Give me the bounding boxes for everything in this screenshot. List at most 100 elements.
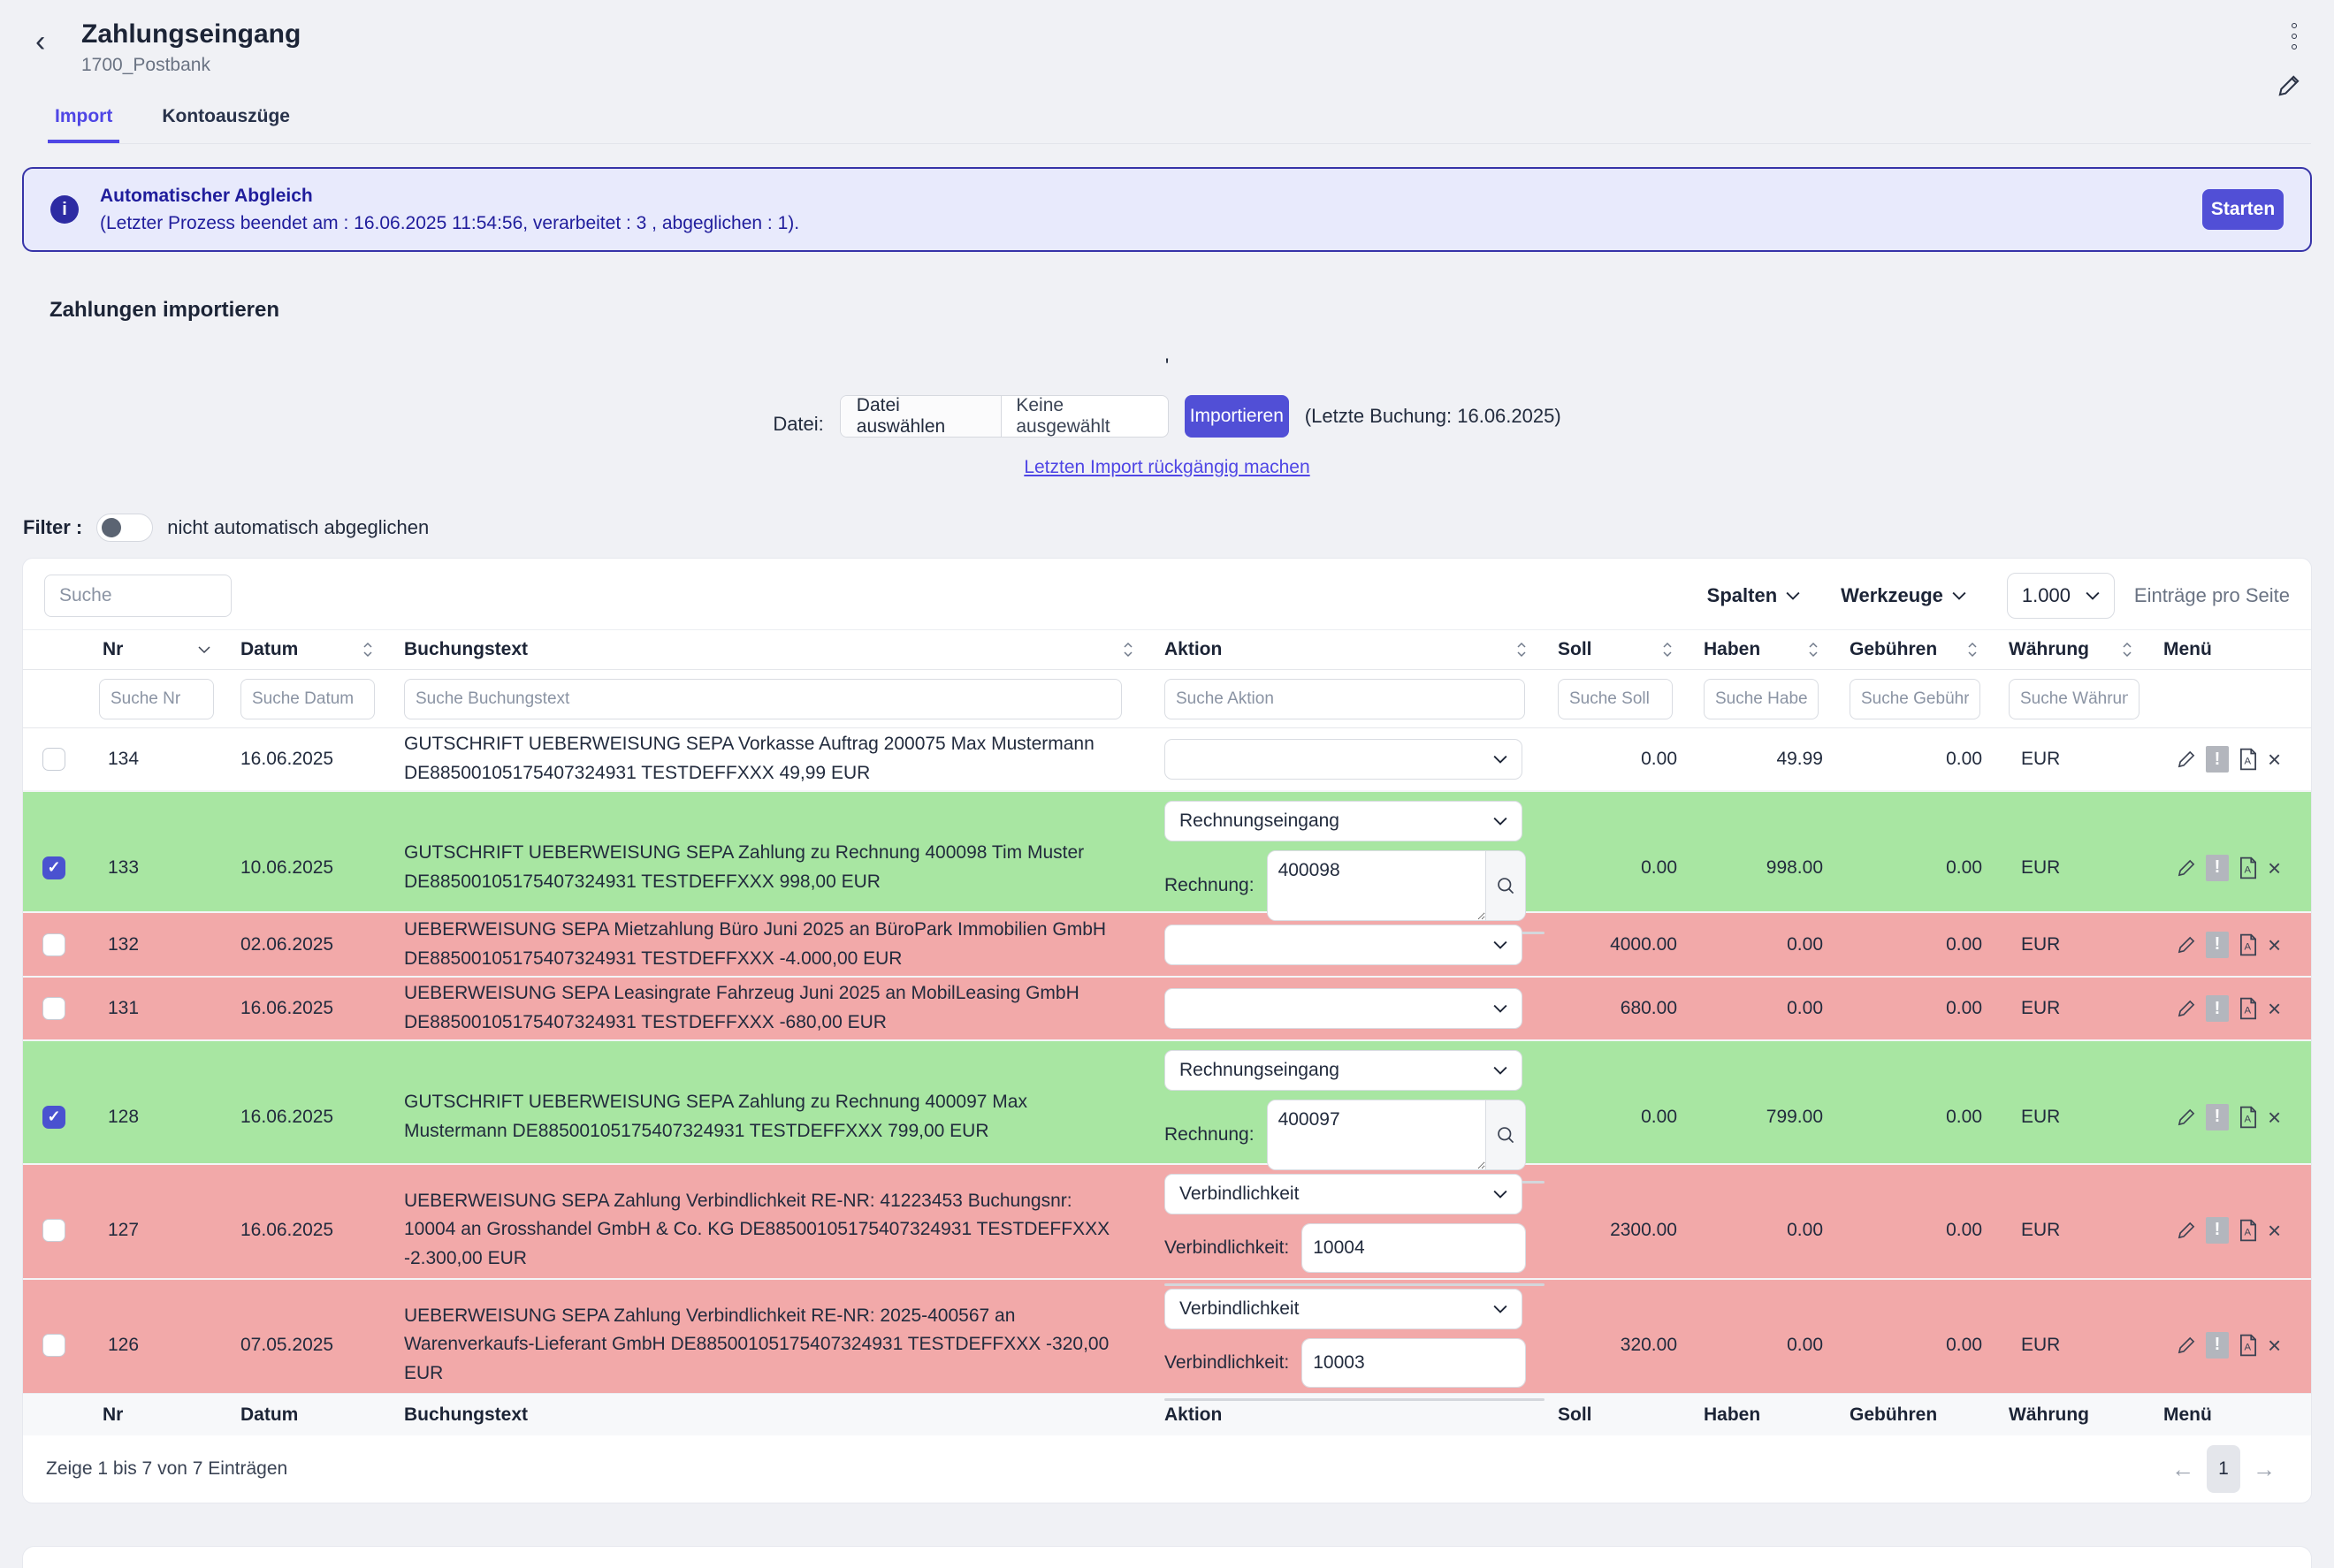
filter-waehrung-input[interactable] bbox=[2009, 678, 2140, 719]
col-aktion[interactable]: Aktion bbox=[1150, 639, 1544, 660]
filter-aktion-input[interactable] bbox=[1164, 678, 1525, 719]
kebab-menu-icon[interactable] bbox=[2292, 23, 2297, 49]
sort-icon[interactable] bbox=[1661, 640, 1674, 659]
pdf-file-icon[interactable]: A bbox=[2238, 748, 2259, 771]
page-number-button[interactable]: 1 bbox=[2207, 1445, 2240, 1493]
pdf-file-icon[interactable]: A bbox=[2238, 997, 2259, 1020]
col-buchungstext[interactable]: Buchungstext bbox=[390, 639, 1150, 660]
pdf-file-icon[interactable]: A bbox=[2238, 856, 2259, 879]
warning-icon[interactable]: ! bbox=[2206, 931, 2229, 958]
columns-dropdown[interactable]: Spalten bbox=[1707, 584, 1800, 607]
back-button[interactable]: ‹ bbox=[35, 25, 46, 58]
row-checkbox[interactable] bbox=[42, 997, 65, 1020]
tab-kontoauszuege[interactable]: Kontoauszüge bbox=[162, 106, 290, 126]
col-nr[interactable]: Nr bbox=[85, 639, 226, 660]
verbindlichkeit-input[interactable] bbox=[1302, 1339, 1526, 1387]
row-checkbox[interactable] bbox=[42, 1333, 65, 1357]
aktion-select[interactable]: Verbindlichkeit bbox=[1164, 1289, 1522, 1329]
svg-text:A: A bbox=[2244, 757, 2251, 767]
payments-table-card: Spalten Werkzeuge 1.000 Einträge pro Sei… bbox=[22, 558, 2312, 1503]
rechnung-input[interactable]: 400098 bbox=[1267, 851, 1486, 920]
start-button[interactable]: Starten bbox=[2202, 189, 2284, 230]
footer-col-waehrung: Währung bbox=[2009, 1404, 2089, 1425]
filter-buchungstext-input[interactable] bbox=[404, 678, 1122, 719]
search-lookup-button[interactable] bbox=[1525, 1339, 1526, 1387]
warning-icon[interactable]: ! bbox=[2206, 1216, 2229, 1244]
file-input[interactable]: Datei auswählen Keine ausgewählt bbox=[839, 395, 1169, 438]
import-button[interactable]: Importieren bbox=[1184, 395, 1289, 438]
cell-haben: 799.00 bbox=[1766, 1106, 1823, 1127]
edit-row-icon[interactable] bbox=[2176, 749, 2197, 770]
row-checkbox[interactable] bbox=[42, 748, 65, 771]
sort-icon[interactable] bbox=[1807, 640, 1819, 659]
sort-icon[interactable] bbox=[1966, 640, 1979, 659]
top-bar: ‹ Zahlungseingang 1700_Postbank Import K… bbox=[0, 0, 2334, 144]
close-row-icon[interactable]: × bbox=[2268, 746, 2282, 773]
col-datum[interactable]: Datum bbox=[226, 639, 390, 660]
sort-desc-icon[interactable] bbox=[198, 645, 210, 654]
search-lookup-button[interactable] bbox=[1485, 851, 1525, 920]
filter-gebuehren-input[interactable] bbox=[1850, 678, 1980, 719]
filter-soll-input[interactable] bbox=[1558, 678, 1673, 719]
close-row-icon[interactable]: × bbox=[2268, 854, 2282, 881]
sort-icon[interactable] bbox=[1122, 640, 1134, 659]
verbindlichkeit-input[interactable] bbox=[1302, 1224, 1526, 1272]
edit-row-icon[interactable] bbox=[2176, 934, 2197, 955]
edit-row-icon[interactable] bbox=[2176, 857, 2197, 879]
choose-file-button[interactable]: Datei auswählen bbox=[840, 396, 1003, 437]
pdf-file-icon[interactable]: A bbox=[2238, 1106, 2259, 1129]
warning-icon[interactable]: ! bbox=[2206, 1103, 2229, 1130]
edit-row-icon[interactable] bbox=[2176, 1220, 2197, 1241]
aktion-select[interactable]: Rechnungseingang bbox=[1164, 1050, 1522, 1091]
col-haben[interactable]: Haben bbox=[1689, 639, 1835, 660]
pdf-file-icon[interactable]: A bbox=[2238, 1334, 2259, 1357]
sort-icon[interactable] bbox=[2121, 640, 2133, 659]
aktion-select[interactable] bbox=[1164, 739, 1522, 780]
prev-page-arrow-icon[interactable]: ← bbox=[2171, 1455, 2194, 1482]
close-row-icon[interactable]: × bbox=[2268, 1103, 2282, 1130]
undo-import-link[interactable]: Letzten Import rückgängig machen bbox=[1024, 457, 1310, 477]
row-checkbox[interactable]: ✓ bbox=[42, 1105, 65, 1129]
tools-dropdown[interactable]: Werkzeuge bbox=[1841, 584, 1966, 607]
edit-row-icon[interactable] bbox=[2176, 1335, 2197, 1356]
row-checkbox[interactable]: ✓ bbox=[42, 856, 65, 879]
pagination-row: Zeige 1 bis 7 von 7 Einträgen ← 1 → bbox=[23, 1435, 2311, 1503]
col-waehrung[interactable]: Währung bbox=[1995, 639, 2149, 660]
sort-icon[interactable] bbox=[362, 640, 374, 659]
close-row-icon[interactable]: × bbox=[2268, 1331, 2282, 1359]
rechnung-input[interactable]: 400097 bbox=[1267, 1100, 1486, 1169]
aktion-select[interactable]: Rechnungseingang bbox=[1164, 801, 1522, 841]
aktion-select[interactable] bbox=[1164, 988, 1522, 1029]
warning-icon[interactable]: ! bbox=[2206, 995, 2229, 1022]
warning-icon[interactable]: ! bbox=[2206, 1331, 2229, 1359]
close-row-icon[interactable]: × bbox=[2268, 1216, 2282, 1244]
search-input[interactable] bbox=[44, 575, 232, 617]
warning-icon[interactable]: ! bbox=[2206, 854, 2229, 881]
banner-text: (Letzter Prozess beendet am : 16.06.2025… bbox=[100, 212, 800, 233]
col-soll[interactable]: Soll bbox=[1544, 639, 1689, 660]
close-row-icon[interactable]: × bbox=[2268, 931, 2282, 958]
row-checkbox[interactable] bbox=[42, 1218, 65, 1242]
search-lookup-button[interactable] bbox=[1525, 1224, 1526, 1272]
row-checkbox[interactable] bbox=[42, 932, 65, 956]
filter-toggle[interactable] bbox=[96, 514, 154, 542]
edit-pencil-icon[interactable] bbox=[2276, 72, 2302, 99]
edit-row-icon[interactable] bbox=[2176, 1107, 2197, 1128]
filter-datum-input[interactable] bbox=[240, 678, 375, 719]
pdf-file-icon[interactable]: A bbox=[2238, 1219, 2259, 1242]
pdf-file-icon[interactable]: A bbox=[2238, 933, 2259, 956]
close-row-icon[interactable]: × bbox=[2268, 995, 2282, 1022]
col-gebuehren[interactable]: Gebühren bbox=[1835, 639, 1995, 660]
aktion-select[interactable] bbox=[1164, 924, 1522, 965]
cell-buchungstext: GUTSCHRIFT UEBERWEISUNG SEPA Zahlung zu … bbox=[404, 1091, 1027, 1141]
sort-icon[interactable] bbox=[1515, 640, 1528, 659]
warning-icon[interactable]: ! bbox=[2206, 746, 2229, 773]
filter-haben-input[interactable] bbox=[1704, 678, 1819, 719]
page-size-select[interactable]: 1.000 bbox=[2006, 573, 2115, 619]
edit-row-icon[interactable] bbox=[2176, 998, 2197, 1019]
search-lookup-button[interactable] bbox=[1485, 1100, 1525, 1169]
next-page-arrow-icon[interactable]: → bbox=[2253, 1455, 2276, 1482]
aktion-select[interactable]: Verbindlichkeit bbox=[1164, 1174, 1522, 1214]
filter-nr-input[interactable] bbox=[99, 678, 214, 719]
tab-import[interactable]: Import bbox=[48, 99, 120, 143]
